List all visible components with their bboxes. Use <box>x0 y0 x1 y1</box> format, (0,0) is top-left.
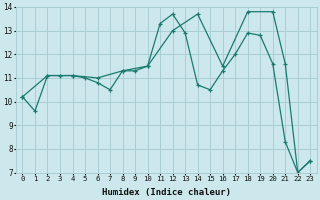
X-axis label: Humidex (Indice chaleur): Humidex (Indice chaleur) <box>102 188 231 197</box>
